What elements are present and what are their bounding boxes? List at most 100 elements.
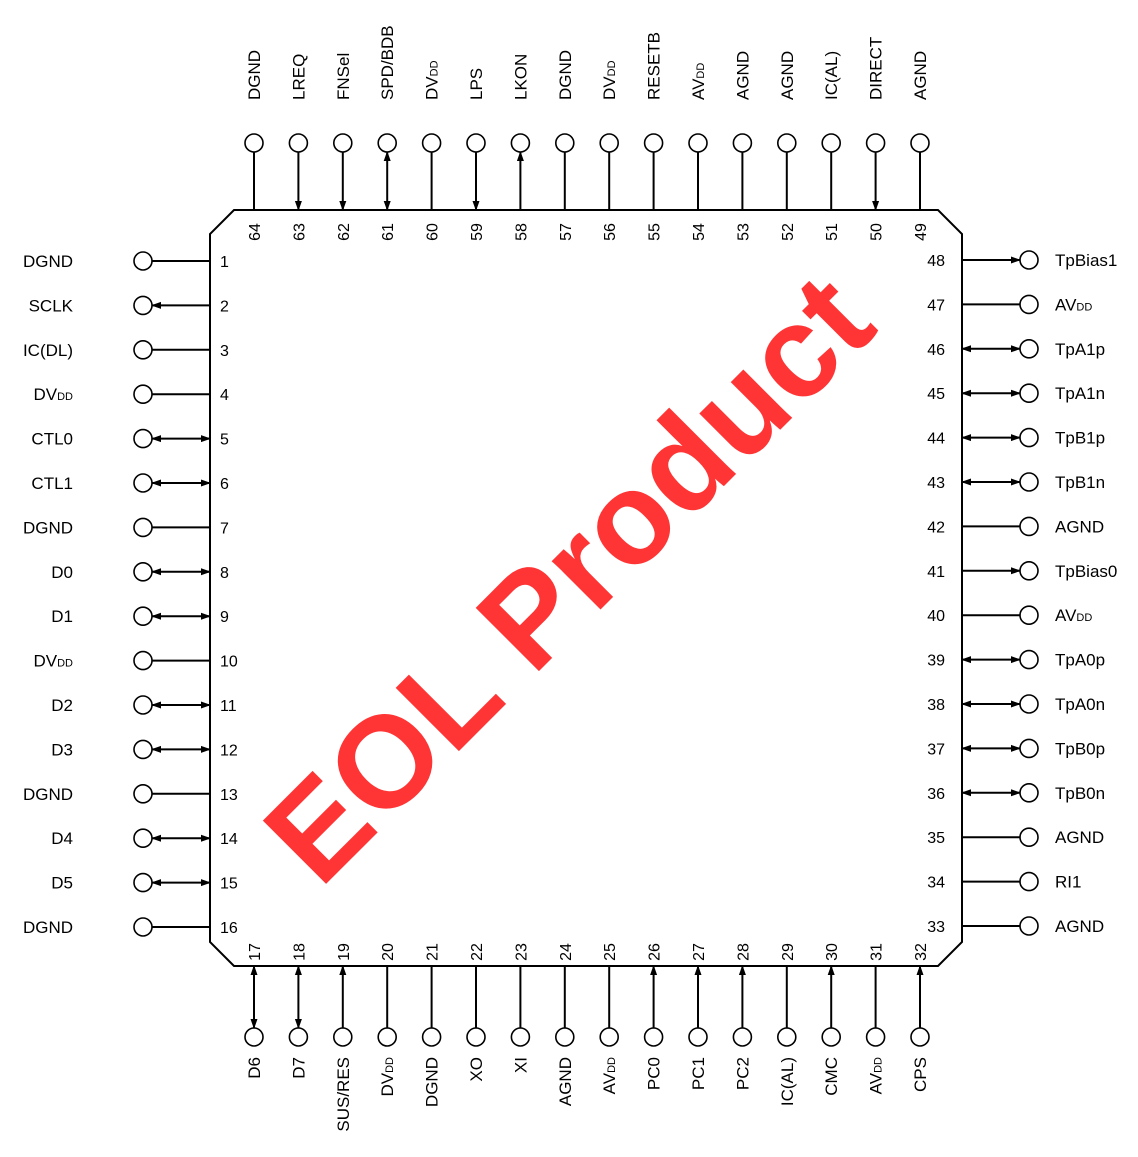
pin-name-main: CTL1 <box>31 474 73 493</box>
pin-52-number-group: 52 <box>780 223 797 241</box>
pin-40-number: 40 <box>927 608 945 625</box>
pin-4-number: 4 <box>220 387 229 404</box>
pin-59-label-group: LPS <box>467 68 486 100</box>
pin-52-terminal <box>776 133 797 153</box>
pin-48-name: TpBias1 <box>1055 251 1117 270</box>
pin-56-number-group: 56 <box>602 223 619 241</box>
pin-name-main: AV <box>600 1072 619 1094</box>
pin-23-label-group: XI <box>511 1057 530 1073</box>
pin-52-number: 52 <box>780 223 797 241</box>
pin-62-label-group: FNSel <box>334 53 353 100</box>
pin-58-number: 58 <box>513 223 530 241</box>
pin-59-number: 59 <box>469 223 486 241</box>
pin-18-number: 18 <box>291 943 308 961</box>
pin-28-number-group: 28 <box>735 943 752 961</box>
pin-name-main: AGND <box>1055 828 1104 847</box>
pin-8-terminal <box>133 561 153 582</box>
pin-name-main: TpA1n <box>1055 384 1105 403</box>
pin-6-name: CTL1 <box>31 474 73 493</box>
pin-name-main: DV <box>33 385 57 404</box>
pin-23-name: XI <box>511 1057 530 1073</box>
pin-name-main: TpA1p <box>1055 340 1105 359</box>
pin-30-name: CMC <box>822 1057 841 1096</box>
pin-name-main: XI <box>511 1057 530 1073</box>
pin-23-number: 23 <box>513 943 530 961</box>
pin-name-main: D3 <box>51 740 73 759</box>
pin-17-label-group: D6 <box>245 1057 264 1079</box>
pin-33-terminal <box>1019 916 1039 936</box>
pin-27-name: PC1 <box>689 1057 708 1090</box>
pin-27-number-group: 27 <box>691 943 708 961</box>
pin-59-number-group: 59 <box>469 223 486 241</box>
pin-name-main: AV <box>689 78 708 100</box>
pin-9-name: D1 <box>51 607 73 626</box>
pin-54-number-group: 54 <box>691 223 708 241</box>
pin-27-number: 27 <box>691 943 708 961</box>
pin-31-name: AVDD <box>867 1057 886 1094</box>
chip-package-outline <box>209 209 963 967</box>
pin-25-label-group: AVDD <box>600 1057 619 1094</box>
pin-17-number: 17 <box>247 943 264 961</box>
pin-58-name: LKON <box>511 54 530 100</box>
pin-14-number: 14 <box>220 831 238 848</box>
pin-17-terminal <box>244 1027 264 1047</box>
pin-63-number-group: 63 <box>291 223 308 241</box>
pin-63-terminal <box>288 133 309 153</box>
pin-39-terminal <box>1019 649 1039 670</box>
pin-19-label-group: SUS/RES <box>334 1057 353 1132</box>
pin-62-name: FNSel <box>334 53 353 100</box>
pin-21-label-group: DGND <box>423 1057 442 1107</box>
pin-61-number: 61 <box>380 223 397 241</box>
pin-29-terminal <box>776 1027 797 1047</box>
pin-name-main: AGND <box>556 1057 575 1106</box>
pin-32-number: 32 <box>913 943 930 961</box>
pin-50-terminal <box>865 133 886 153</box>
pin-16-number: 16 <box>220 920 238 937</box>
pin-60-terminal <box>421 133 442 153</box>
pin-30-terminal <box>821 1027 842 1047</box>
pin-37-terminal <box>1019 738 1039 759</box>
pin-51-label-group: IC(AL) <box>822 51 841 100</box>
pin-23-number-group: 23 <box>513 943 530 961</box>
pin-12-number: 12 <box>220 742 238 759</box>
pin-32-number-group: 32 <box>913 943 930 961</box>
pin-name-main: SCLK <box>29 296 74 315</box>
pin-name-subscript: DD <box>695 63 707 79</box>
pin-4-terminal <box>133 384 153 405</box>
pin-13-number: 13 <box>220 787 238 804</box>
pin-37-name: TpB0p <box>1055 739 1105 758</box>
pin-60-label-group: DVDD <box>423 60 442 100</box>
pin-55-terminal <box>643 133 664 153</box>
pin-43-number: 43 <box>927 475 945 492</box>
pin-50-number-group: 50 <box>869 223 886 241</box>
pin-64-name: DGND <box>245 50 264 100</box>
pin-54-number: 54 <box>691 223 708 241</box>
pin-44-number: 44 <box>927 431 945 448</box>
pin-54-label-group: AVDD <box>689 63 708 100</box>
pin-10-terminal <box>133 650 153 671</box>
pin-19-number-group: 19 <box>336 943 353 961</box>
pin-24-label-group: AGND <box>556 1057 575 1106</box>
pin-name-main: DGND <box>423 1057 442 1107</box>
pin-53-number: 53 <box>735 223 752 241</box>
pin-26-number-group: 26 <box>647 943 664 961</box>
pin-60-number: 60 <box>425 223 442 241</box>
pin-61-terminal <box>377 133 398 153</box>
pin-11-number: 11 <box>220 698 237 715</box>
pin-name-main: AV <box>1055 295 1077 314</box>
pin-name-main: D5 <box>51 874 73 893</box>
pin-17-number-group: 17 <box>247 943 264 961</box>
pin-37-number: 37 <box>927 741 945 758</box>
pin-name-main: DV <box>423 76 442 100</box>
pin-6-terminal <box>133 473 153 493</box>
pin-name-main: AGND <box>911 51 930 100</box>
pin-35-number: 35 <box>927 830 945 847</box>
pin-58-terminal <box>510 133 531 153</box>
pin-name-main: SUS/RES <box>334 1057 353 1132</box>
pin-36-terminal <box>1019 782 1039 803</box>
pin-44-name: TpB1p <box>1055 429 1105 448</box>
pin-49-number: 49 <box>913 223 930 241</box>
pin-57-terminal <box>554 133 575 153</box>
pin-7-name: DGND <box>23 518 73 537</box>
